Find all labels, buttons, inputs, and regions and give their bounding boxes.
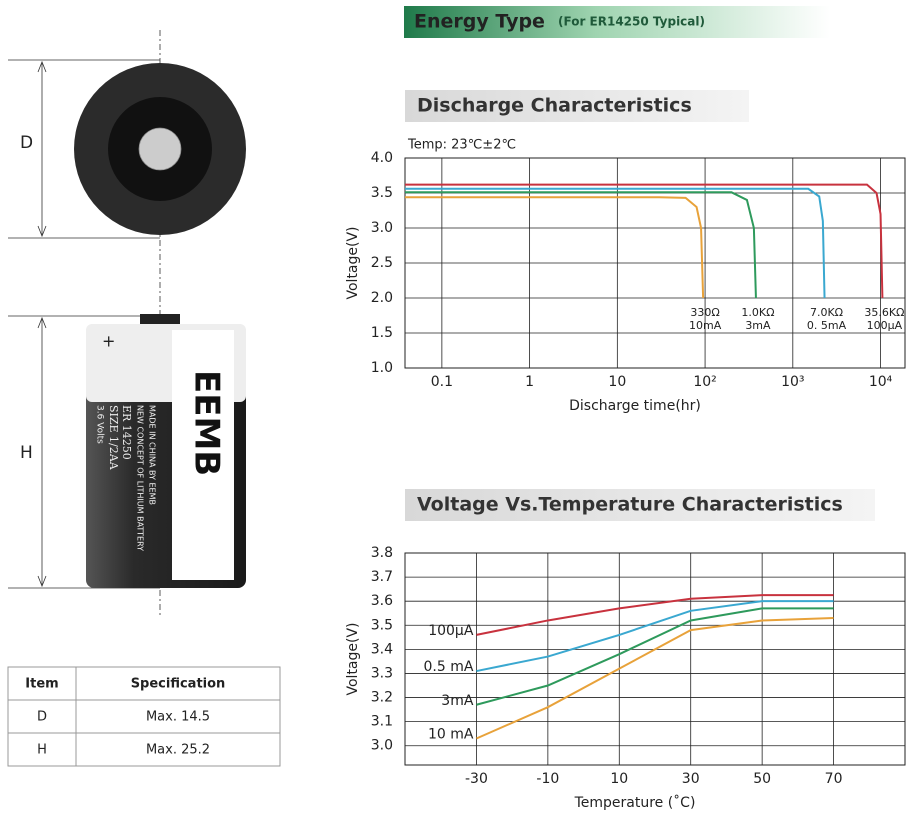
battery-text: 3.6 Volts <box>95 405 105 444</box>
header-bar <box>404 6 830 38</box>
chart-title: Voltage Vs.Temperature Characteristics <box>417 494 843 516</box>
x-tick-label: 10⁴ <box>869 374 893 390</box>
x-axis-label: Temperature (˚C) <box>574 794 696 811</box>
y-tick-label: 3.5 <box>371 617 393 633</box>
series-label: 7.0KΩ <box>810 306 843 319</box>
battery-brand: EEMB <box>187 370 227 476</box>
table-border <box>7 666 281 767</box>
series-label: 0.5 mA <box>423 659 473 675</box>
table-cell: Max. 14.5 <box>146 710 210 725</box>
chart-title-bar <box>405 489 875 521</box>
y-axis-label: Voltage(V) <box>345 226 361 299</box>
arrow-heads <box>37 316 47 588</box>
y-tick-label: 2.0 <box>371 290 393 306</box>
battery-drawing <box>8 30 246 615</box>
y-tick-label: 1.0 <box>371 360 393 376</box>
y-tick-label: 3.7 <box>371 569 393 585</box>
series-line <box>405 187 826 299</box>
x-tick-label: 1 <box>525 374 534 390</box>
x-tick-label: -30 <box>465 771 488 787</box>
header-title: Energy Type <box>414 11 545 33</box>
y-tick-label: 1.5 <box>371 325 393 341</box>
series-line <box>405 196 705 299</box>
series-line <box>405 183 884 299</box>
series-line <box>476 617 834 740</box>
y-tick-label: 4.0 <box>371 150 393 166</box>
battery-tab <box>140 314 180 326</box>
series-label: 1.0KΩ <box>741 306 774 319</box>
table-cell: D <box>37 710 47 725</box>
x-tick-label: 30 <box>682 771 700 787</box>
x-tick-label: 10 <box>610 771 628 787</box>
battery-text: MADE IN CHINA BY EEMB <box>148 405 157 505</box>
series-label: 35.6KΩ <box>864 306 904 319</box>
y-tick-label: 3.1 <box>371 714 393 730</box>
x-tick-label: 70 <box>825 771 843 787</box>
dim-label: D <box>20 133 33 153</box>
y-tick-label: 3.0 <box>371 738 393 754</box>
series-line <box>405 191 757 299</box>
battery-text: NEW CONCEPT OF LITHIUM BATTERY <box>136 405 145 551</box>
x-tick-label: 50 <box>753 771 771 787</box>
chart-title: Discharge Characteristics <box>417 95 692 117</box>
y-tick-label: 3.0 <box>371 220 393 236</box>
arrow-heads <box>37 60 47 238</box>
header-subtitle: (For ER14250 Typical) <box>558 15 705 29</box>
battery-label <box>172 330 234 580</box>
series-label: 3mA <box>441 693 474 709</box>
battery-texts: EEMB MADE IN CHINA BY EEMB NEW CONCEPT O… <box>95 370 227 551</box>
x-tick-label: -10 <box>536 771 559 787</box>
x-tick-label: 10³ <box>781 374 804 390</box>
series-label: 0. 5mA <box>807 319 847 332</box>
series-label: 100μA <box>867 319 903 332</box>
series-label: 10mA <box>689 319 722 332</box>
spec-table <box>7 666 281 767</box>
series-label: 10 mA <box>428 727 474 743</box>
battery-text: ER 14250 <box>120 405 133 460</box>
y-tick-label: 3.5 <box>371 185 393 201</box>
battery-plus: + <box>102 332 115 351</box>
y-tick-label: 3.8 <box>371 545 393 561</box>
y-tick-label: 3.2 <box>371 690 393 706</box>
chart-title-bar <box>405 90 749 122</box>
y-tick-label: 2.5 <box>371 255 393 271</box>
series-label: 330Ω <box>690 306 719 319</box>
table-cell: H <box>37 743 47 758</box>
y-axis-label: Voltage(V) <box>345 622 361 695</box>
x-tick-label: 10 <box>608 374 626 390</box>
series-label: 3mA <box>745 319 771 332</box>
x-axis-label: Discharge time(hr) <box>569 398 701 414</box>
series-label: 100μA <box>428 623 474 639</box>
table-header: Item <box>25 677 58 692</box>
plot-frame <box>404 552 906 766</box>
series-line <box>476 607 834 706</box>
series-line <box>476 594 834 636</box>
annotation: Temp: 23℃±2℃ <box>407 138 516 153</box>
x-tick-label: 0.1 <box>431 374 453 390</box>
y-tick-label: 3.4 <box>371 641 393 657</box>
y-tick-label: 3.3 <box>371 665 393 681</box>
battery-terminal <box>138 127 182 171</box>
x-tick-label: 10² <box>693 374 716 390</box>
battery-text: SIZE 1/2AA <box>107 405 120 471</box>
table-header: Specification <box>131 677 226 692</box>
dim-label: H <box>20 443 33 463</box>
table-cell: Max. 25.2 <box>146 743 210 758</box>
y-tick-label: 3.6 <box>371 593 393 609</box>
series-line <box>476 600 834 673</box>
